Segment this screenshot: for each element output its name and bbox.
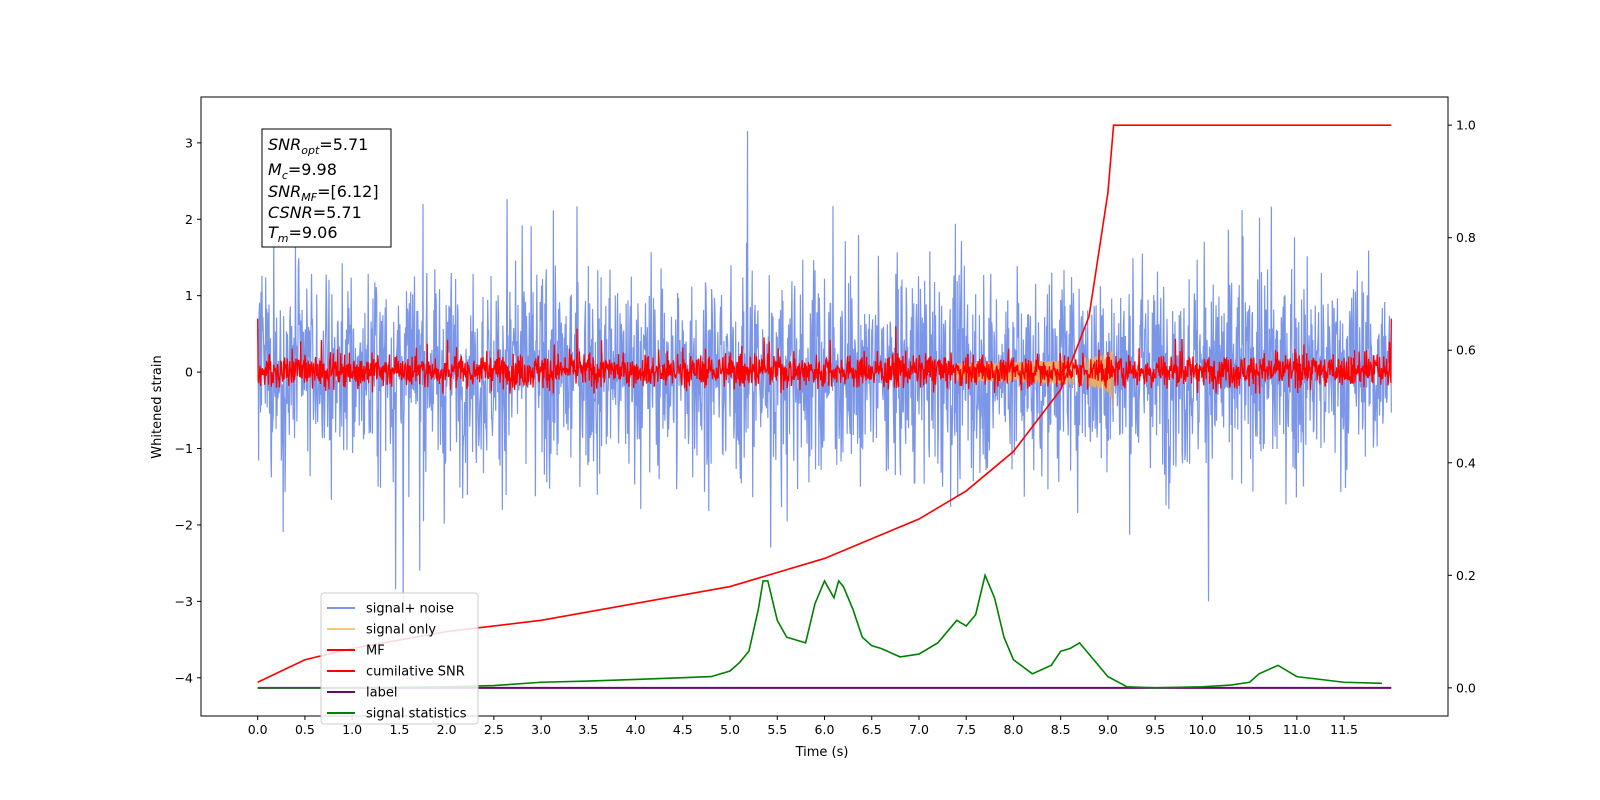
series-mf: [257, 318, 1392, 394]
y-right-tick-label: 1.0: [1456, 118, 1476, 133]
y-left-tick-label: 0: [185, 365, 193, 380]
legend: signal+ noise signal only MF cumilative SNR…: [320, 592, 479, 725]
x-tick-label: 9.5: [1145, 722, 1165, 737]
x-tick-label: 3.5: [578, 722, 598, 737]
x-tick-label: 1.0: [342, 722, 362, 737]
legend-entry: MF: [366, 644, 385, 659]
legend-entry: cumilative SNR: [366, 665, 465, 680]
x-tick-label: 8.0: [1003, 722, 1023, 737]
x-tick-label: 4.0: [626, 722, 646, 737]
y-right-tick-label: 0.0: [1456, 680, 1476, 695]
series-signal-noise: [257, 131, 1392, 602]
annotation-line-mc: Mc=9.98: [268, 160, 337, 182]
x-tick-label: 7.0: [909, 722, 929, 737]
y-left-tick-label: −4: [175, 670, 193, 685]
y-right-tick-label: 0.6: [1456, 343, 1476, 358]
legend-entry: signal only: [366, 623, 436, 638]
x-tick-label: 5.5: [767, 722, 787, 737]
x-axis-label: Time (s): [795, 745, 849, 760]
y-left-tick-label: 3: [185, 135, 193, 150]
legend-frame: [320, 592, 479, 725]
y-left-tick-label: −2: [175, 517, 193, 532]
x-axis: 0.0 0.5 1.0 1.5 2.0 2.5 3.0 3.5 4.0 4.5 5.0 5.5 6.0 6…: [248, 716, 1358, 737]
x-tick-label: 9.0: [1098, 722, 1118, 737]
legend-entry: signal statistics: [366, 707, 467, 722]
x-tick-label: 6.0: [815, 722, 835, 737]
x-tick-label: 2.5: [484, 722, 504, 737]
x-tick-label: 10.0: [1188, 722, 1216, 737]
x-tick-label: 5.0: [720, 722, 740, 737]
x-tick-label: 8.5: [1051, 722, 1071, 737]
legend-entry: signal+ noise: [366, 602, 454, 617]
y-left-tick-label: 2: [185, 212, 193, 227]
x-tick-label: 11.0: [1283, 722, 1311, 737]
annotation-box: SNRopt=5.71 Mc=9.98 SNRMF=[6.12] CSNR=5.…: [261, 128, 392, 248]
y-left-tick-label: −1: [175, 441, 193, 456]
x-tick-label: 4.5: [673, 722, 693, 737]
annotation-line-snr-mf: SNRMF=[6.12]: [268, 182, 379, 204]
annotation-line-snr-opt: SNRopt=5.71: [268, 135, 368, 157]
legend-entry: label: [366, 686, 397, 701]
x-tick-label: 0.5: [295, 722, 315, 737]
annotation-line-tm: Tm=9.06: [268, 223, 338, 245]
series-signal-statistics: [257, 572, 1382, 689]
annotation-line-csnr: CSNR=5.71: [268, 203, 362, 222]
x-tick-label: 7.5: [956, 722, 976, 737]
x-tick-label: 1.5: [389, 722, 409, 737]
y-right-tick-label: 0.2: [1456, 568, 1476, 583]
x-tick-label: 10.5: [1236, 722, 1264, 737]
x-tick-label: 11.5: [1330, 722, 1358, 737]
y-right-tick-label: 0.8: [1456, 230, 1476, 245]
x-tick-label: 0.0: [248, 722, 268, 737]
x-tick-label: 6.5: [862, 722, 882, 737]
y-axis-right: 1.0 0.8 0.6 0.4 0.2 0.0: [1448, 118, 1476, 695]
y-left-tick-label: −3: [175, 594, 193, 609]
x-tick-label: 2.0: [437, 722, 457, 737]
x-tick-label: 3.0: [531, 722, 551, 737]
y-left-tick-label: 1: [185, 288, 193, 303]
y-right-tick-label: 0.4: [1456, 455, 1476, 470]
y-axis-label: Whitened strain: [150, 355, 165, 458]
y-axis-left: 3 2 1 0 −1 −2 −3 −4: [175, 135, 201, 685]
